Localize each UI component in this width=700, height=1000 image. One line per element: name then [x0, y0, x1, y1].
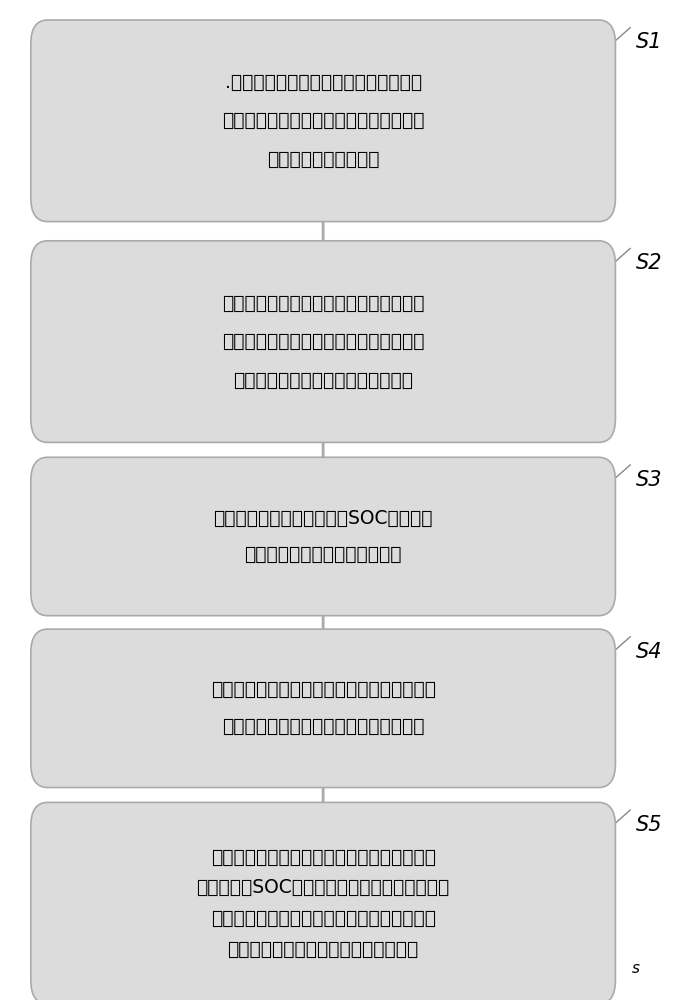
- FancyBboxPatch shape: [31, 241, 615, 442]
- Text: S5: S5: [636, 815, 662, 835]
- Text: 和光伏发电设备的输出功率进行预测: 和光伏发电设备的输出功率进行预测: [233, 370, 413, 389]
- Text: .风力发电设备和光伏发电设备监控模块: .风力发电设备和光伏发电设备监控模块: [225, 73, 421, 92]
- Text: 为约束条件，实现微电网的优化运行。: 为约束条件，实现微电网的优化运行。: [228, 940, 419, 959]
- Text: 未来风力发电设备和光伏发电设备输出功率作: 未来风力发电设备和光伏发电设备输出功率作: [211, 909, 435, 928]
- Text: S2: S2: [636, 253, 662, 273]
- Text: 储能电站与大电网连接点的功率需求、当前蓄: 储能电站与大电网连接点的功率需求、当前蓄: [211, 848, 435, 867]
- Text: 数据，对未来预定时刻内的风力发电设备: 数据，对未来预定时刻内的风力发电设备: [222, 332, 424, 351]
- FancyBboxPatch shape: [31, 802, 615, 1000]
- Text: 时间微电网与大电网连接点的功率需求；: 时间微电网与大电网连接点的功率需求；: [222, 717, 424, 736]
- Text: 实时获取风力发电设备和光伏发电设备的: 实时获取风力发电设备和光伏发电设备的: [222, 111, 424, 130]
- FancyBboxPatch shape: [31, 20, 615, 222]
- Text: 电池储能的SOC、当前为电网内负载功率需求、: 电池储能的SOC、当前为电网内负载功率需求、: [197, 878, 449, 897]
- FancyBboxPatch shape: [31, 629, 615, 788]
- Text: 实时检测获取蓄电池模块的SOC，实时获: 实时检测获取蓄电池模块的SOC，实时获: [214, 509, 433, 528]
- Text: S1: S1: [636, 32, 662, 52]
- Text: 实时获取大电网的参数和调度信息，预测未来: 实时获取大电网的参数和调度信息，预测未来: [211, 680, 435, 699]
- Text: s: s: [632, 961, 640, 976]
- Text: 运行数据，并存储数据: 运行数据，并存储数据: [267, 150, 379, 169]
- Text: 取微电网内负载功率需求情况；: 取微电网内负载功率需求情况；: [244, 545, 402, 564]
- Text: S3: S3: [636, 470, 662, 490]
- Text: 根据风力发电设备和光伏发电设备的运行: 根据风力发电设备和光伏发电设备的运行: [222, 294, 424, 313]
- FancyBboxPatch shape: [31, 457, 615, 616]
- Text: S4: S4: [636, 642, 662, 662]
